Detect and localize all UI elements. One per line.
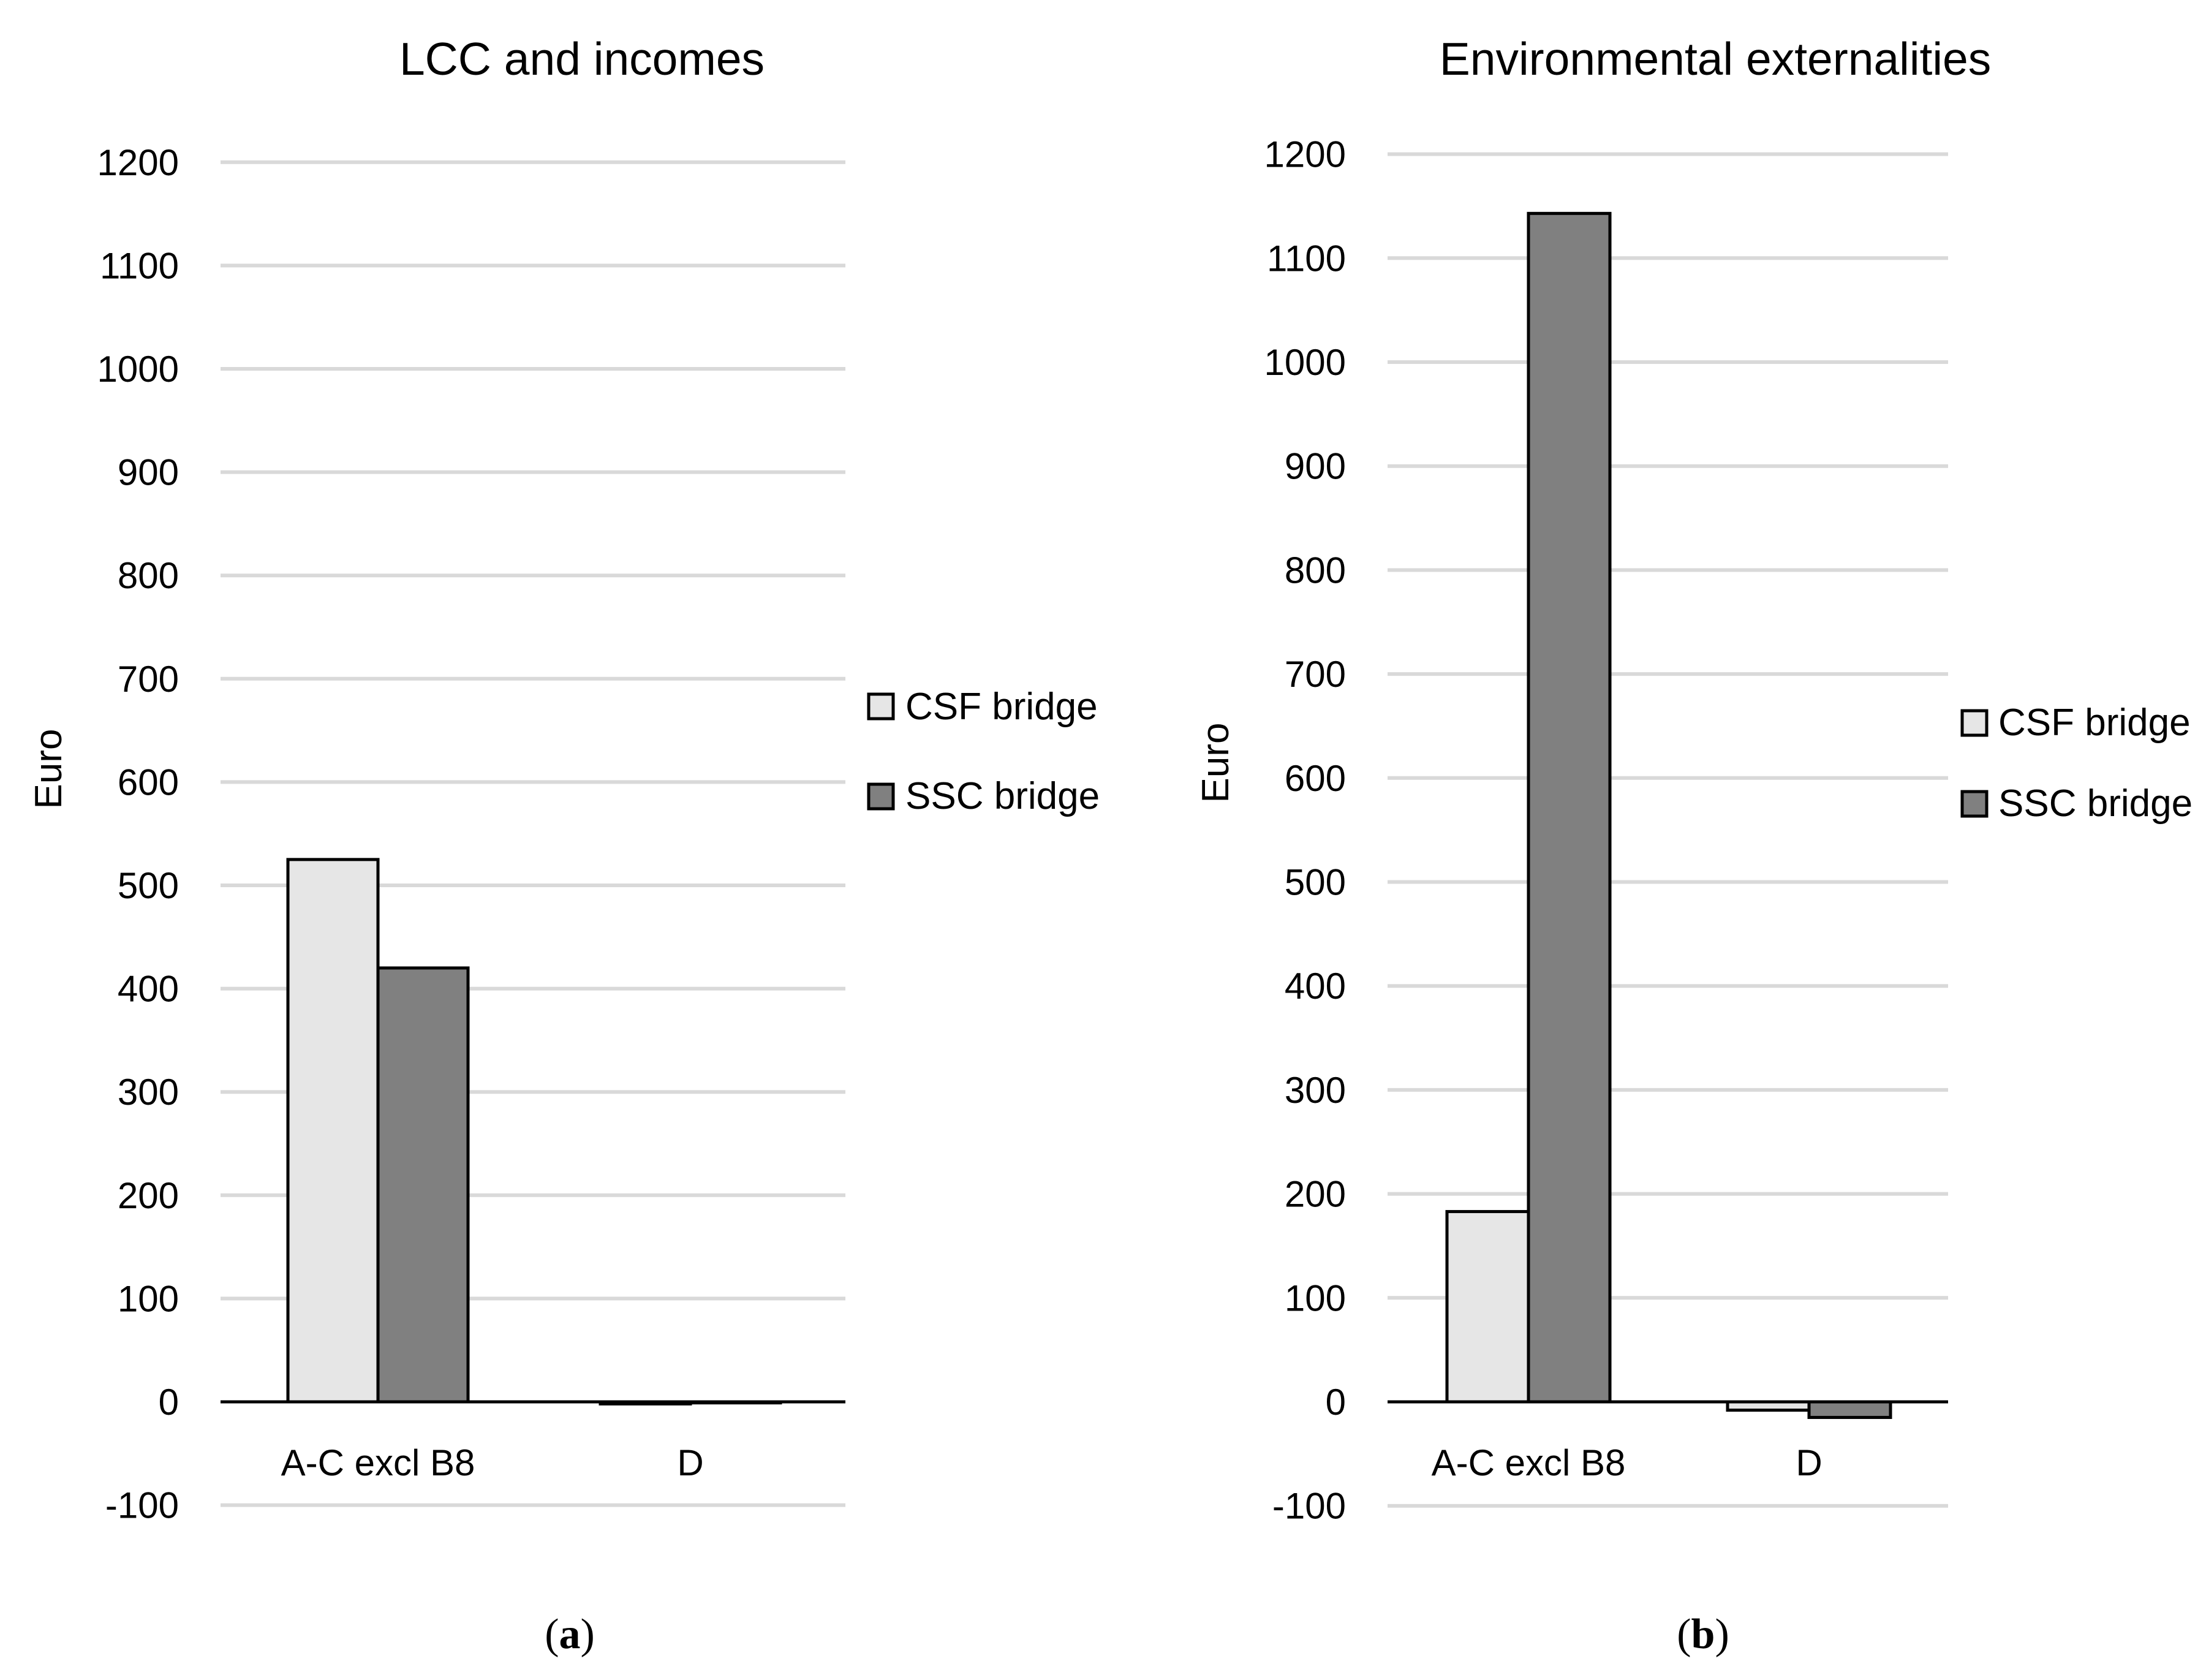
- chart-title: LCC and incomes: [399, 33, 765, 85]
- legend-label-ssc: SSC bridge: [905, 775, 1100, 817]
- caption-open: (: [545, 1611, 559, 1658]
- legend-swatch-ssc: [867, 782, 895, 811]
- y-tick-label: 1100: [100, 245, 179, 286]
- y-tick-label: 800: [118, 555, 179, 596]
- y-axis-label: Euro: [28, 729, 70, 809]
- legend-swatch-csf: [1960, 709, 1989, 737]
- bar-csf-a-c: [1445, 1209, 1530, 1404]
- y-tick-label: 0: [1326, 1382, 1346, 1423]
- caption-letter: a: [559, 1611, 581, 1658]
- bar-ssc-a-c: [376, 966, 470, 1404]
- y-tick-label: 1000: [1264, 342, 1346, 383]
- y-axis-ticks: 1200110010009008007006005004003002001000…: [97, 142, 179, 1526]
- y-tick-label: 900: [118, 452, 179, 493]
- y-tick-label: 300: [1285, 1070, 1346, 1111]
- bar-csf-a-c: [286, 858, 380, 1404]
- bar-ssc-d: [1807, 1400, 1892, 1419]
- y-tick-label: 300: [118, 1072, 179, 1113]
- chart-title: Environmental externalities: [1440, 33, 1991, 85]
- panel-caption: (b): [1677, 1611, 1729, 1658]
- y-tick-label: 1000: [97, 349, 179, 390]
- y-tick-label: 900: [1285, 446, 1346, 487]
- y-axis-ticks: 1200110010009008007006005004003002001000…: [1264, 134, 1346, 1527]
- legend-label-ssc: SSC bridge: [1998, 782, 2193, 825]
- panel-caption: (a): [545, 1611, 595, 1658]
- y-axis-label: Euro: [1195, 723, 1237, 803]
- legend-label-csf: CSF bridge: [905, 686, 1098, 728]
- y-tick-label: -100: [105, 1485, 179, 1526]
- caption-close: ): [581, 1611, 595, 1658]
- y-tick-label: 400: [1285, 966, 1346, 1007]
- x-category-label: D: [1796, 1442, 1822, 1483]
- bars: [286, 858, 782, 1406]
- x-category-label: A-C excl B8: [281, 1442, 475, 1483]
- caption-open: (: [1677, 1611, 1691, 1658]
- caption-close: ): [1715, 1611, 1729, 1658]
- legend-label-csf: CSF bridge: [1998, 702, 2191, 744]
- chart-panel-a: LCC and incomes Euro 1200110010009008007…: [28, 33, 1100, 1658]
- y-tick-label: -100: [1272, 1486, 1346, 1527]
- legend: CSF bridge SSC bridge: [867, 686, 1100, 817]
- y-tick-label: 100: [118, 1278, 179, 1319]
- y-tick-label: 600: [118, 762, 179, 803]
- bars: [1445, 211, 1892, 1419]
- y-tick-label: 200: [118, 1175, 179, 1216]
- y-tick-label: 400: [118, 969, 179, 1010]
- y-tick-label: 1200: [97, 142, 179, 183]
- chart-panel-b: Environmental externalities Euro 1200 110…: [1195, 33, 2193, 1658]
- y-tick-label: 700: [1285, 654, 1346, 695]
- x-axis-categories: A-C excl B8 D: [1432, 1442, 1823, 1483]
- x-category-label: A-C excl B8: [1432, 1442, 1626, 1483]
- y-tick-label: 800: [1285, 550, 1346, 591]
- bar-ssc-a-c: [1527, 211, 1612, 1404]
- x-axis-categories: A-C excl B8 D: [281, 1442, 704, 1483]
- x-category-label: D: [677, 1442, 703, 1483]
- y-tick-label: 700: [118, 659, 179, 700]
- gridlines: [1388, 152, 1948, 1508]
- y-tick-label: 100: [1285, 1277, 1346, 1319]
- y-tick-label: 0: [159, 1382, 179, 1423]
- y-tick-label: 1200: [1264, 134, 1346, 175]
- legend-swatch-ssc: [1960, 790, 1989, 818]
- caption-letter: b: [1691, 1611, 1715, 1658]
- legend-swatch-csf: [867, 692, 895, 721]
- legend: CSF bridge SSC bridge: [1960, 702, 2193, 825]
- y-tick-label: 200: [1285, 1174, 1346, 1215]
- y-tick-label: 500: [118, 865, 179, 906]
- y-tick-label: 500: [1285, 862, 1346, 903]
- y-tick-label: 1100: [1267, 238, 1346, 279]
- y-tick-label: 600: [1285, 758, 1346, 799]
